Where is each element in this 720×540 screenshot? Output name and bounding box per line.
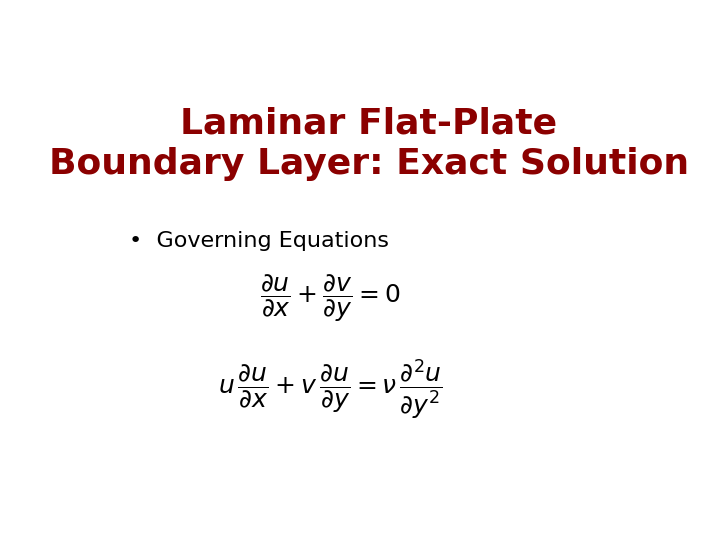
- Text: Laminar Flat-Plate
Boundary Layer: Exact Solution: Laminar Flat-Plate Boundary Layer: Exact…: [49, 106, 689, 181]
- Text: $\dfrac{\partial u}{\partial x} + \dfrac{\partial v}{\partial y} = 0$: $\dfrac{\partial u}{\partial x} + \dfrac…: [260, 272, 400, 323]
- Text: $u\,\dfrac{\partial u}{\partial x} + v\,\dfrac{\partial u}{\partial y} = \nu\,\d: $u\,\dfrac{\partial u}{\partial x} + v\,…: [217, 357, 442, 421]
- Text: •  Governing Equations: • Governing Equations: [129, 231, 389, 251]
